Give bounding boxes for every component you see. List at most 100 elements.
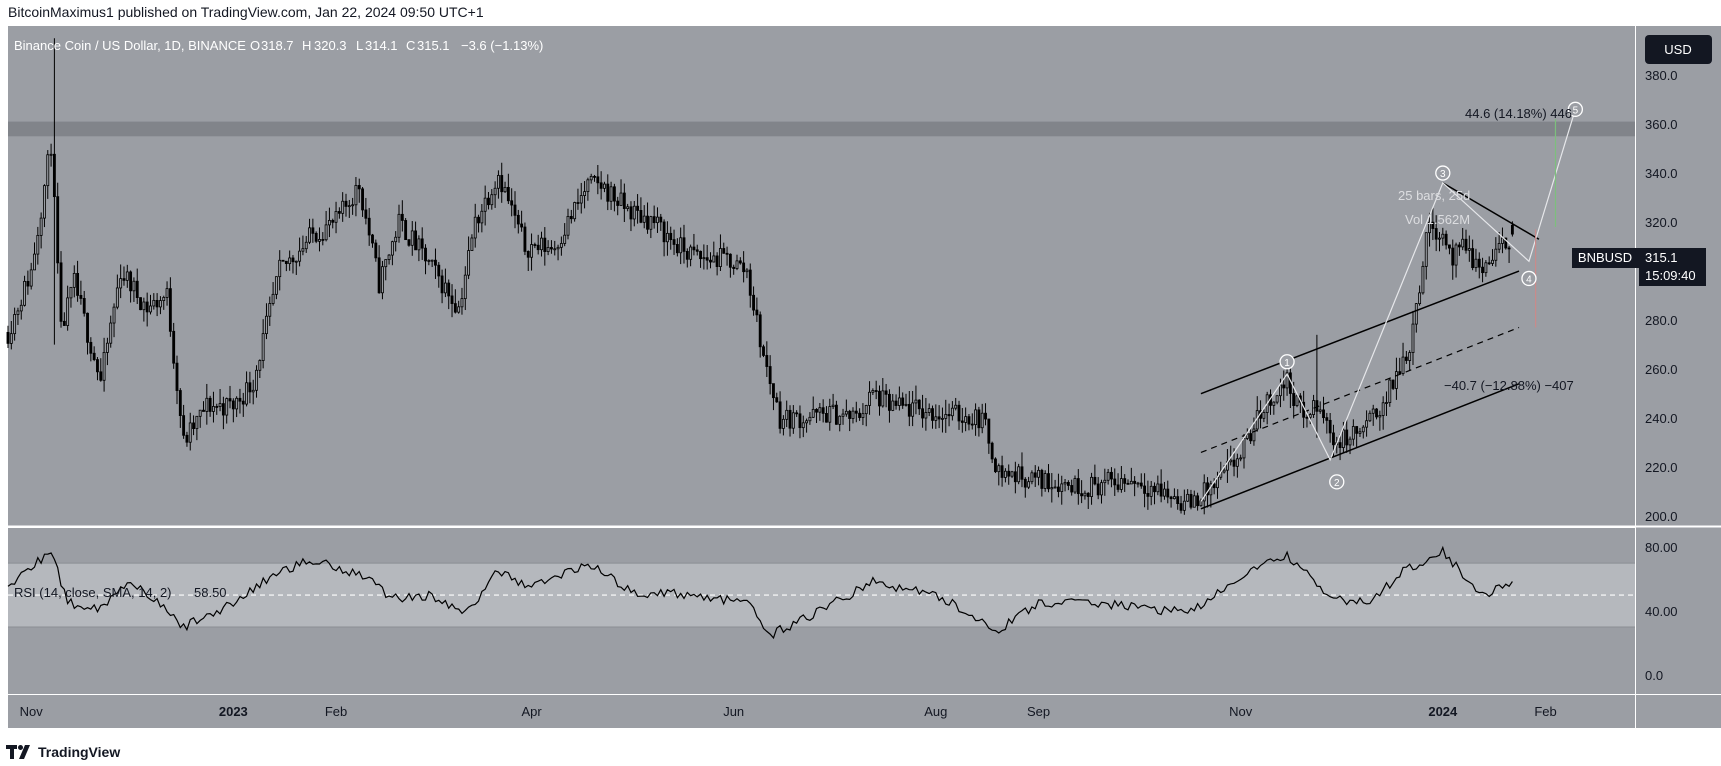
candle-body xyxy=(798,413,802,429)
candle-body xyxy=(616,200,620,206)
candle-body xyxy=(964,416,968,423)
candle-body xyxy=(543,237,547,252)
candle-body xyxy=(1192,495,1196,508)
candle-body xyxy=(775,397,779,403)
candle-body xyxy=(576,202,580,204)
candle-body xyxy=(679,237,683,254)
candle-body xyxy=(1348,438,1352,446)
candle-body xyxy=(1149,485,1153,497)
candle-body xyxy=(1023,478,1027,488)
candle-body xyxy=(904,403,908,406)
candle-body xyxy=(957,404,961,422)
candle-body xyxy=(722,248,726,254)
candle-body xyxy=(858,412,862,418)
channel-midline xyxy=(1200,326,1520,454)
main-pane-bg xyxy=(8,26,1635,526)
candle-body xyxy=(921,408,924,419)
candle-body xyxy=(563,234,567,244)
candle-body xyxy=(503,186,507,193)
candle-body xyxy=(1308,414,1312,418)
candle-body xyxy=(546,247,550,252)
candle-body xyxy=(689,246,693,260)
candle-body xyxy=(381,266,384,294)
candle-body xyxy=(1451,247,1455,266)
candle-body xyxy=(318,239,321,242)
candle-body xyxy=(1388,379,1392,403)
rsi-tick-label: 0.0 xyxy=(1645,668,1663,683)
candle-body xyxy=(327,219,331,226)
candle-body xyxy=(1305,416,1309,419)
candle-body xyxy=(1341,429,1345,448)
time-tick-label: Aug xyxy=(924,704,947,719)
candle-body xyxy=(550,247,553,250)
candle-body xyxy=(347,205,351,208)
price-tick-label: 360.0 xyxy=(1645,117,1678,132)
candle-body xyxy=(520,223,524,228)
candle-body xyxy=(874,390,878,392)
candle-body xyxy=(1411,323,1415,353)
candle-body xyxy=(6,331,10,344)
candle-body xyxy=(288,257,292,264)
candle-body xyxy=(1414,303,1418,325)
candle-body xyxy=(914,399,918,404)
last-price-tag: 315.1 15:09:40 xyxy=(1639,248,1706,286)
candle-body xyxy=(404,220,408,241)
price-axis-bg xyxy=(1635,26,1721,694)
candle-body xyxy=(1467,248,1471,251)
candle-body xyxy=(271,293,275,304)
candle-body xyxy=(235,397,239,410)
candle-body xyxy=(225,398,229,416)
candle-body xyxy=(1394,371,1398,389)
candle-body xyxy=(195,415,199,430)
candle-body xyxy=(1143,485,1147,494)
candle-body xyxy=(374,242,378,259)
candle-body xyxy=(483,197,487,212)
candle-body xyxy=(1169,496,1173,500)
high-label: H xyxy=(302,38,311,53)
rsi-tick-label: 40.00 xyxy=(1645,604,1678,619)
candle-body xyxy=(1153,485,1156,493)
candle-body xyxy=(526,250,530,258)
candle-body xyxy=(314,232,318,242)
candle-body xyxy=(1404,356,1408,361)
candle-body xyxy=(1279,384,1282,397)
target-measure-label: 44.6 (14.18%) 446 xyxy=(1465,106,1572,121)
candle-body xyxy=(1501,237,1504,244)
currency-button[interactable]: USD xyxy=(1645,35,1712,64)
candle-body xyxy=(56,196,60,264)
candle-body xyxy=(1494,248,1498,261)
candle-body xyxy=(1487,262,1491,265)
candle-body xyxy=(1056,486,1060,492)
candle-body xyxy=(384,259,388,268)
candle-body xyxy=(1365,420,1369,428)
candle-body xyxy=(493,187,497,196)
wedge-resistance-line xyxy=(1442,182,1540,240)
candle-body xyxy=(1252,428,1256,442)
candle-body xyxy=(583,191,587,196)
candle-body xyxy=(1050,487,1054,490)
candle-body xyxy=(1202,482,1206,502)
candle-body xyxy=(990,442,994,460)
candle-body xyxy=(871,390,875,393)
candle-body xyxy=(294,260,298,263)
candle-body xyxy=(331,219,335,223)
candle-body xyxy=(477,216,480,224)
candle-body xyxy=(72,273,76,288)
candle-body xyxy=(424,247,427,262)
candle-body xyxy=(1113,478,1117,486)
candle-body xyxy=(36,234,40,255)
price-tick-label: 380.0 xyxy=(1645,68,1678,83)
candle-body xyxy=(1033,472,1037,478)
wave-label-circle xyxy=(1521,270,1537,287)
tradingview-logo-icon xyxy=(6,745,30,759)
candle-body xyxy=(1401,356,1405,374)
candle-body xyxy=(516,214,520,225)
candle-body xyxy=(960,420,964,423)
candle-body xyxy=(536,244,540,251)
low-label: L xyxy=(356,38,363,53)
candle-body xyxy=(457,306,461,313)
candle-body xyxy=(745,269,749,273)
candle-body xyxy=(69,286,73,299)
candle-body xyxy=(699,250,702,260)
